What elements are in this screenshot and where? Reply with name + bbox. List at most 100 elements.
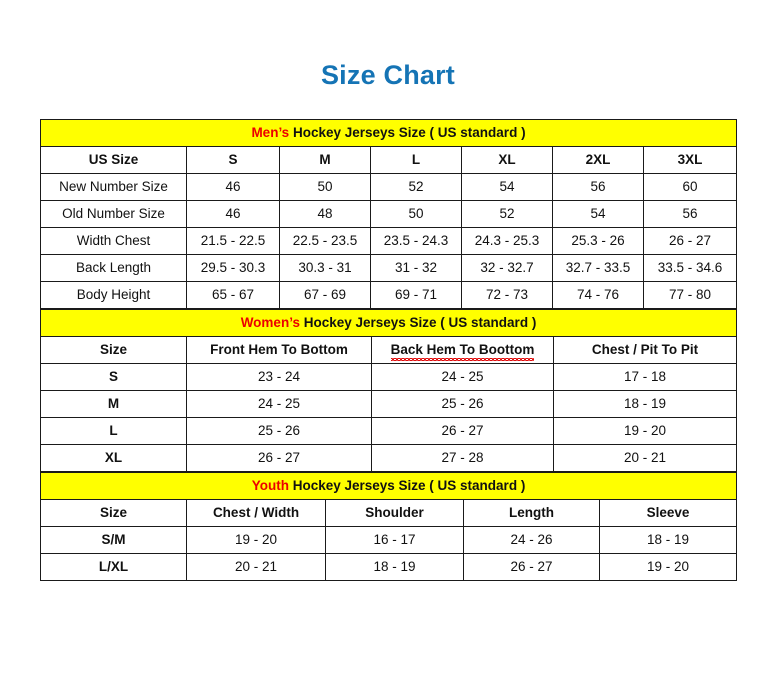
mens-cell-3-5: 33.5 - 34.6 xyxy=(643,254,737,282)
youth-cell-0-3: 18 - 19 xyxy=(598,526,738,554)
table-row: Body Height 65 - 67 67 - 69 69 - 71 72 -… xyxy=(40,281,737,309)
mens-cell-3-1: 30.3 - 31 xyxy=(279,254,371,282)
table-row: New Number Size 46 50 52 54 56 60 xyxy=(40,173,737,201)
womens-row-label-3: XL xyxy=(40,444,187,472)
youth-section-header: Youth Hockey Jerseys Size ( US standard … xyxy=(39,472,738,500)
mens-cell-2-3: 24.3 - 25.3 xyxy=(461,227,553,255)
youth-col-head-2: Shoulder xyxy=(325,499,464,527)
womens-cell-3-0: 26 - 27 xyxy=(186,444,372,472)
mens-cell-4-3: 72 - 73 xyxy=(461,281,553,309)
womens-row-label-0: S xyxy=(40,363,187,391)
mens-row-label-2: Width Chest xyxy=(40,227,187,255)
womens-header-accent: Women’s xyxy=(240,315,300,331)
misspelled-word: Back Hem To Boottom xyxy=(390,342,535,361)
youth-cell-1-2: 26 - 27 xyxy=(463,553,600,581)
mens-cell-1-2: 50 xyxy=(370,200,462,228)
table-row: L 25 - 26 26 - 27 19 - 20 xyxy=(40,417,737,445)
mens-cell-2-0: 21.5 - 22.5 xyxy=(186,227,280,255)
mens-row-label-0: New Number Size xyxy=(40,173,187,201)
table-row: Back Length 29.5 - 30.3 30.3 - 31 31 - 3… xyxy=(40,254,737,282)
womens-cell-1-1: 25 - 26 xyxy=(371,390,554,418)
mens-cell-4-4: 74 - 76 xyxy=(552,281,644,309)
youth-header-accent: Youth xyxy=(251,478,289,494)
womens-cell-2-2: 19 - 20 xyxy=(553,417,737,445)
youth-col-head-3: Length xyxy=(463,499,600,527)
mens-cell-0-2: 52 xyxy=(370,173,462,201)
mens-cell-2-2: 23.5 - 24.3 xyxy=(370,227,462,255)
mens-column-header-row: US Size S M L XL 2XL 3XL xyxy=(40,146,737,174)
mens-cell-1-1: 48 xyxy=(279,200,371,228)
mens-cell-0-5: 60 xyxy=(643,173,737,201)
youth-cell-1-1: 18 - 19 xyxy=(325,553,464,581)
table-row: L/XL 20 - 21 18 - 19 26 - 27 19 - 20 xyxy=(40,553,738,581)
table-row: Width Chest 21.5 - 22.5 22.5 - 23.5 23.5… xyxy=(40,227,737,255)
table-row: XL 26 - 27 27 - 28 20 - 21 xyxy=(40,444,737,472)
mens-cell-1-0: 46 xyxy=(186,200,280,228)
mens-col-head-4: XL xyxy=(461,146,553,174)
mens-cell-0-1: 50 xyxy=(279,173,371,201)
mens-cell-0-4: 56 xyxy=(552,173,644,201)
womens-section-header-row: Women’s Hockey Jerseys Size ( US standar… xyxy=(40,309,737,337)
mens-section-header-row: Men’s Hockey Jerseys Size ( US standard … xyxy=(40,119,737,147)
mens-section-header: Men’s Hockey Jerseys Size ( US standard … xyxy=(40,119,737,147)
womens-row-label-1: M xyxy=(40,390,187,418)
mens-cell-3-0: 29.5 - 30.3 xyxy=(186,254,280,282)
youth-cell-0-0: 19 - 20 xyxy=(186,526,326,554)
table-row: S 23 - 24 24 - 25 17 - 18 xyxy=(40,363,737,391)
youth-row-label-1: L/XL xyxy=(40,553,187,581)
youth-column-header-row: Size Chest / Width Shoulder Length Sleev… xyxy=(40,499,738,527)
mens-cell-2-4: 25.3 - 26 xyxy=(552,227,644,255)
womens-section-header: Women’s Hockey Jerseys Size ( US standar… xyxy=(40,309,737,337)
womens-cell-0-0: 23 - 24 xyxy=(186,363,372,391)
womens-cell-3-1: 27 - 28 xyxy=(371,444,554,472)
womens-cell-2-0: 25 - 26 xyxy=(186,417,372,445)
womens-cell-0-1: 24 - 25 xyxy=(371,363,554,391)
table-row: M 24 - 25 25 - 26 18 - 19 xyxy=(40,390,737,418)
womens-col-head-1: Front Hem To Bottom xyxy=(186,336,372,364)
womens-cell-1-2: 18 - 19 xyxy=(553,390,737,418)
size-chart-container: Men’s Hockey Jerseys Size ( US standard … xyxy=(39,119,738,581)
youth-cell-1-0: 20 - 21 xyxy=(186,553,326,581)
table-row: S/M 19 - 20 16 - 17 24 - 26 18 - 19 xyxy=(40,526,738,554)
womens-row-label-2: L xyxy=(40,417,187,445)
mens-col-head-1: S xyxy=(186,146,280,174)
mens-row-label-4: Body Height xyxy=(40,281,187,309)
mens-cell-2-1: 22.5 - 23.5 xyxy=(279,227,371,255)
mens-cell-4-0: 65 - 67 xyxy=(186,281,280,309)
mens-cell-1-4: 54 xyxy=(552,200,644,228)
youth-cell-0-1: 16 - 17 xyxy=(325,526,464,554)
youth-row-label-0: S/M xyxy=(40,526,187,554)
page-title: Size Chart xyxy=(320,60,456,90)
youth-size-table: Youth Hockey Jerseys Size ( US standard … xyxy=(39,472,738,581)
table-row: Old Number Size 46 48 50 52 54 56 xyxy=(40,200,737,228)
mens-cell-1-5: 56 xyxy=(643,200,737,228)
mens-header-rest: Hockey Jerseys Size ( US standard ) xyxy=(289,125,526,141)
mens-cell-3-3: 32 - 32.7 xyxy=(461,254,553,282)
womens-column-header-row: Size Front Hem To Bottom Back Hem To Boo… xyxy=(40,336,737,364)
mens-cell-4-2: 69 - 71 xyxy=(370,281,462,309)
womens-size-table: Women’s Hockey Jerseys Size ( US standar… xyxy=(40,309,737,472)
mens-col-head-3: L xyxy=(370,146,462,174)
womens-col-head-2: Back Hem To Boottom xyxy=(371,336,554,364)
mens-cell-4-5: 77 - 80 xyxy=(643,281,737,309)
youth-cell-0-2: 24 - 26 xyxy=(463,526,600,554)
womens-cell-0-2: 17 - 18 xyxy=(553,363,737,391)
mens-row-label-3: Back Length xyxy=(40,254,187,282)
youth-section-header-row: Youth Hockey Jerseys Size ( US standard … xyxy=(39,472,738,500)
womens-header-rest: Hockey Jerseys Size ( US standard ) xyxy=(299,315,537,331)
youth-col-head-1: Chest / Width xyxy=(186,499,326,527)
mens-size-table: Men’s Hockey Jerseys Size ( US standard … xyxy=(40,119,737,309)
mens-col-head-2: M xyxy=(279,146,371,174)
youth-header-rest: Hockey Jerseys Size ( US standard ) xyxy=(288,478,526,494)
mens-row-label-1: Old Number Size xyxy=(40,200,187,228)
womens-cell-3-2: 20 - 21 xyxy=(553,444,737,472)
mens-col-head-5: 2XL xyxy=(552,146,644,174)
youth-col-head-0: Size xyxy=(40,499,187,527)
mens-header-accent: Men’s xyxy=(251,125,290,141)
mens-cell-0-0: 46 xyxy=(186,173,280,201)
mens-col-head-6: 3XL xyxy=(643,146,737,174)
womens-cell-1-0: 24 - 25 xyxy=(186,390,372,418)
mens-col-head-0: US Size xyxy=(40,146,187,174)
youth-cell-1-3: 19 - 20 xyxy=(598,553,738,581)
womens-col-head-3: Chest / Pit To Pit xyxy=(553,336,737,364)
